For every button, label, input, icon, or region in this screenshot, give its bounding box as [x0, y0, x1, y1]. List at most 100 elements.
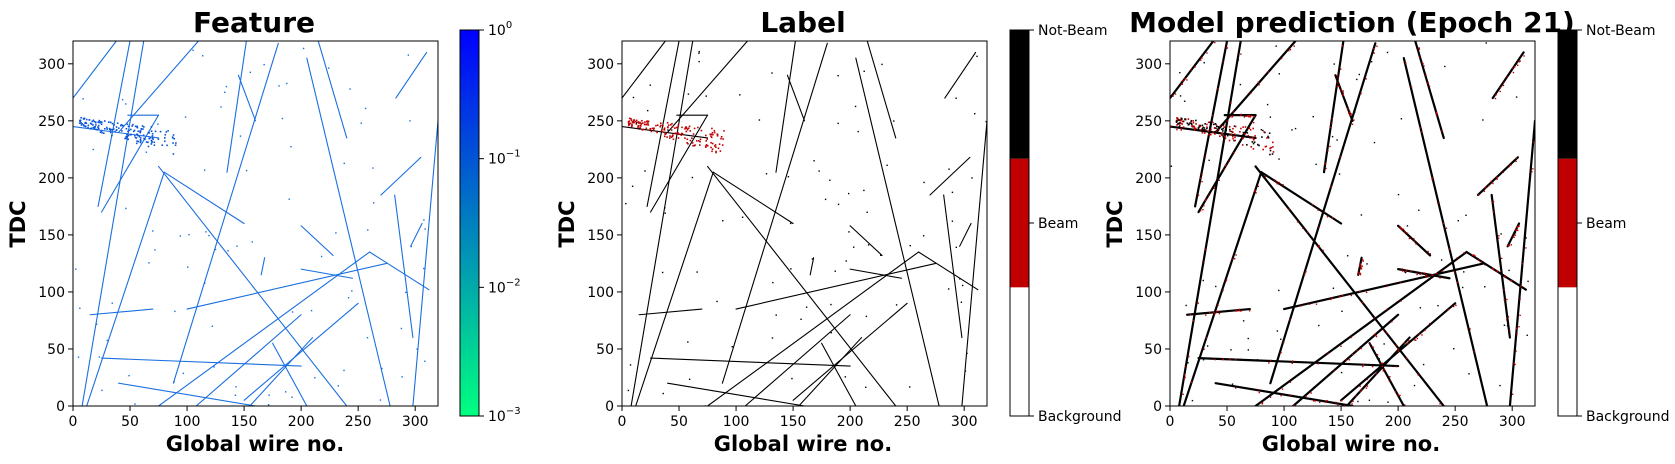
beam-pixel	[1326, 399, 1328, 402]
noise-pixel	[1315, 163, 1317, 166]
track-line	[849, 268, 903, 279]
noise-pixel	[405, 291, 407, 294]
beam-pixel	[719, 150, 722, 152]
beam-pixel	[1207, 121, 1210, 124]
beam-pixel	[1182, 393, 1184, 396]
beam-pixel	[1336, 74, 1339, 77]
beam-pixel	[80, 116, 82, 119]
beam-pixel	[108, 121, 110, 123]
beam-pixel	[639, 125, 642, 127]
noise-pixel	[263, 63, 265, 66]
beam-pixel	[1383, 368, 1385, 371]
beam-pixel	[1512, 71, 1515, 74]
beam-pixel	[1376, 353, 1379, 356]
beam-pixel	[1229, 359, 1231, 361]
beam-pixel	[1395, 344, 1398, 346]
x-tick-label: 250	[894, 414, 921, 430]
y-tick-label: 50	[1144, 342, 1162, 358]
beam-pixel	[1178, 125, 1181, 128]
noise-pixel	[1358, 73, 1361, 76]
track-line	[1182, 171, 1263, 406]
noise-pixel	[644, 170, 646, 172]
beam-pixel	[1477, 259, 1480, 261]
beam-pixel	[1203, 132, 1206, 134]
noise-pixel	[225, 85, 228, 88]
noise-pixel	[837, 122, 839, 125]
noise-pixel	[844, 376, 847, 378]
x-tick-label: 50	[1218, 414, 1236, 430]
noise-pixel	[1336, 139, 1338, 141]
noise-pixel	[1500, 233, 1502, 235]
beam-pixel	[1492, 182, 1494, 185]
beam-pixel	[135, 137, 138, 139]
track-line	[622, 41, 666, 99]
noise-pixel	[1247, 337, 1249, 340]
beam-pixel	[1495, 94, 1497, 96]
beam-pixel	[1363, 363, 1365, 365]
beam-pixel	[1214, 358, 1216, 361]
beam-pixel	[1242, 133, 1244, 136]
beam-pixel	[1394, 391, 1397, 393]
beam-pixel	[1496, 269, 1498, 272]
noise-pixel	[145, 151, 148, 153]
noise-pixel	[698, 52, 700, 54]
beam-pixel	[1257, 185, 1259, 188]
beam-pixel	[1505, 319, 1508, 321]
beam-pixel	[1193, 128, 1196, 131]
beam-pixel	[675, 132, 677, 135]
beam-pixel	[1418, 333, 1420, 335]
noise-pixel	[696, 271, 698, 273]
beam-pixel	[1484, 187, 1486, 189]
noise-pixel	[1278, 158, 1280, 160]
beam-pixel	[1201, 131, 1204, 134]
beam-pixel	[1338, 85, 1340, 87]
beam-pixel	[1221, 128, 1223, 131]
beam-pixel	[1520, 285, 1522, 288]
beam-pixel	[1240, 114, 1242, 117]
noise-pixel	[211, 325, 214, 327]
beam-pixel	[635, 119, 638, 122]
beam-pixel	[715, 150, 717, 153]
noise-pixel	[245, 169, 248, 172]
beam-pixel	[1409, 237, 1411, 239]
beam-pixel	[1427, 276, 1429, 278]
noise-pixel	[1188, 123, 1190, 125]
beam-pixel	[161, 144, 164, 146]
beam-pixel	[723, 130, 725, 132]
noise-pixel	[203, 169, 206, 171]
beam-pixel	[1315, 303, 1318, 305]
beam-pixel	[635, 123, 638, 125]
beam-pixel	[1469, 328, 1471, 330]
noise-pixel	[1383, 343, 1385, 345]
beam-pixel	[699, 138, 702, 141]
beam-pixel	[124, 137, 126, 140]
track-line	[775, 41, 796, 173]
beam-pixel	[1397, 348, 1399, 350]
beam-pixel	[1511, 393, 1514, 395]
noise-pixel	[416, 348, 418, 350]
noise-pixel	[1463, 271, 1465, 273]
beam-pixel	[1252, 121, 1255, 124]
beam-pixel	[638, 122, 640, 125]
beam-pixel	[671, 122, 673, 125]
beam-pixel	[1337, 77, 1339, 80]
track-line	[929, 156, 971, 196]
beam-pixel	[136, 133, 138, 136]
track-line	[630, 41, 694, 406]
noise-pixel	[698, 50, 700, 53]
beam-pixel	[111, 134, 113, 137]
beam-pixel	[1252, 127, 1254, 130]
noise-pixel	[731, 346, 733, 348]
prediction-xlabel: Global wire no.	[1262, 432, 1440, 456]
beam-pixel	[667, 126, 669, 129]
beam-pixel	[1406, 357, 1408, 359]
noise-pixel	[1208, 159, 1210, 162]
beam-pixel	[643, 123, 646, 126]
y-tick-label: 100	[587, 285, 614, 301]
beam-pixel	[1205, 198, 1207, 200]
beam-pixel	[697, 126, 699, 129]
beam-pixel	[1199, 210, 1202, 212]
beam-pixel	[1325, 167, 1327, 170]
noise-pixel	[1183, 100, 1186, 102]
beam-pixel	[656, 131, 658, 134]
